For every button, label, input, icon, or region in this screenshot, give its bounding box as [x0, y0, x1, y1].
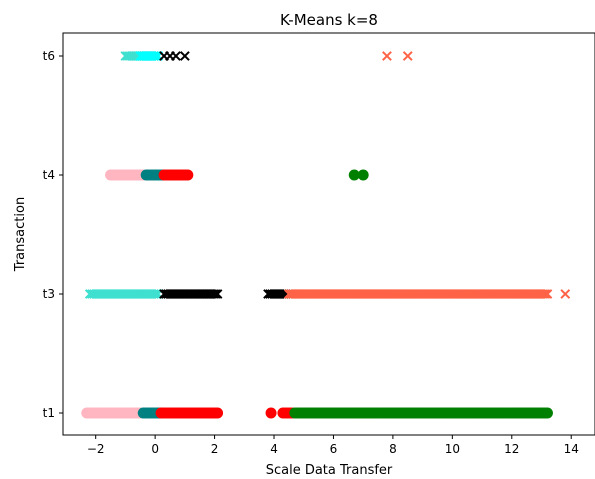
x-axis-label: Scale Data Transfer	[266, 463, 393, 478]
data-point	[357, 169, 369, 181]
data-point	[560, 289, 571, 299]
data-point	[540, 289, 551, 299]
plot-frame	[62, 32, 595, 436]
data-point	[151, 289, 162, 299]
x-tick-label: 2	[211, 442, 219, 456]
x-tick-label: 0	[151, 442, 159, 456]
y-tick-label: t3	[43, 287, 55, 301]
data-point	[151, 51, 162, 61]
x-tick-label: 12	[504, 442, 519, 456]
x-tick-label: 4	[270, 442, 278, 456]
x-tick-label: 6	[330, 442, 338, 456]
data-point	[182, 169, 194, 181]
data-point	[402, 51, 413, 61]
data-point	[265, 407, 277, 419]
data-point	[149, 51, 160, 61]
x-tick-label: 10	[445, 442, 460, 456]
data-point	[149, 289, 159, 299]
x-tick-label: 8	[389, 442, 397, 456]
data-point	[348, 169, 360, 181]
y-axis: t1 t3 t4 t6	[43, 49, 63, 420]
x-axis: −2 0 2 4 6 8 10 12 14	[87, 435, 579, 456]
data-point	[210, 289, 221, 299]
data-point	[113, 169, 125, 181]
chart-title: K-Means k=8	[280, 11, 378, 29]
y-axis-label: Transaction	[13, 197, 28, 272]
data-point	[212, 407, 224, 419]
y-tick-label: t4	[43, 168, 55, 182]
data-point	[538, 289, 549, 299]
data-point	[382, 51, 392, 61]
data-point	[541, 407, 553, 419]
y-tick-label: t6	[43, 49, 55, 63]
x-tick-label: −2	[87, 442, 105, 456]
data-point	[208, 289, 219, 299]
data-point	[171, 51, 181, 61]
y-tick-label: t1	[43, 406, 55, 420]
points-layer	[81, 51, 571, 419]
data-point	[542, 289, 553, 299]
data-point	[212, 289, 223, 299]
x-tick-label: 14	[564, 442, 579, 456]
data-point	[179, 51, 190, 61]
